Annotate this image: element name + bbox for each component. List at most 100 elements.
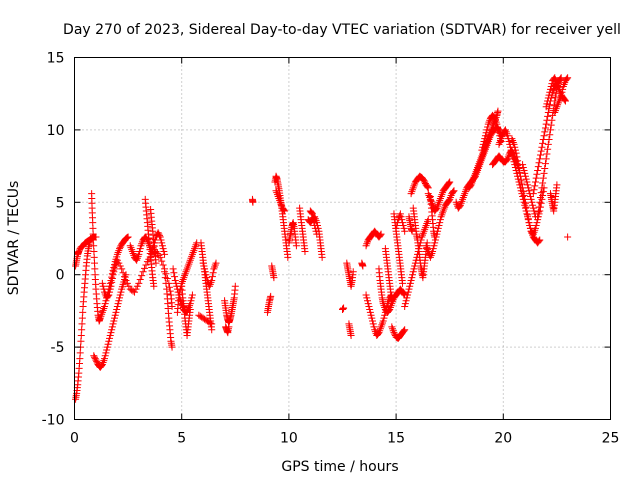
data-point-marker bbox=[536, 198, 544, 206]
data-point-marker bbox=[102, 349, 110, 357]
data-point-marker bbox=[91, 353, 99, 361]
data-point-marker bbox=[114, 300, 122, 308]
data-point-marker bbox=[311, 221, 319, 229]
data-point-marker bbox=[524, 215, 532, 223]
x-tick-label: 20 bbox=[494, 431, 512, 447]
data-point-marker bbox=[158, 257, 166, 265]
x-tick-label: 0 bbox=[70, 431, 79, 447]
data-point-marker bbox=[311, 224, 319, 232]
data-point-marker bbox=[249, 198, 257, 206]
data-point-marker bbox=[431, 233, 439, 241]
data-point-marker bbox=[556, 75, 564, 83]
data-point-marker bbox=[156, 232, 164, 240]
data-point-marker bbox=[136, 276, 144, 284]
data-point-marker bbox=[103, 343, 111, 351]
data-point-marker bbox=[544, 97, 552, 105]
y-tick-label: -5 bbox=[51, 340, 65, 356]
x-tick-label: 25 bbox=[602, 431, 620, 447]
data-point-marker bbox=[400, 290, 408, 298]
data-point-marker bbox=[429, 248, 437, 256]
data-point-marker bbox=[363, 294, 371, 302]
data-point-marker bbox=[534, 213, 542, 221]
data-point-marker bbox=[406, 279, 414, 287]
data-point-marker bbox=[154, 229, 162, 237]
data-point-marker bbox=[544, 109, 552, 117]
data-point-marker bbox=[545, 91, 553, 99]
data-point-marker bbox=[435, 221, 443, 229]
data-point-marker bbox=[510, 158, 518, 166]
data-point-marker bbox=[173, 285, 181, 293]
data-point-marker bbox=[75, 248, 83, 256]
data-point-marker bbox=[547, 121, 555, 129]
data-point-marker bbox=[511, 146, 519, 154]
data-point-marker bbox=[466, 182, 474, 190]
data-point-marker bbox=[122, 276, 130, 284]
data-point-marker bbox=[212, 259, 220, 267]
data-point-marker bbox=[520, 166, 528, 174]
data-point-marker bbox=[169, 265, 177, 273]
data-point-marker bbox=[519, 188, 527, 196]
data-point-marker bbox=[106, 285, 114, 293]
data-point-marker bbox=[563, 75, 571, 83]
data-point-marker bbox=[231, 282, 239, 290]
data-point-marker bbox=[281, 207, 289, 215]
data-point-marker bbox=[92, 356, 100, 364]
data-point-marker bbox=[208, 276, 216, 284]
data-point-marker bbox=[521, 172, 529, 180]
data-point-marker bbox=[481, 132, 489, 140]
data-point-marker bbox=[123, 279, 131, 287]
data-point-marker bbox=[132, 285, 140, 293]
data-point-marker bbox=[101, 352, 109, 360]
data-point-marker bbox=[170, 269, 178, 277]
data-point-marker bbox=[542, 155, 550, 163]
data-point-marker bbox=[398, 216, 406, 224]
y-axis-label: SDTVAR / TECUs bbox=[6, 181, 22, 296]
data-point-marker bbox=[168, 343, 176, 351]
data-point-marker bbox=[531, 210, 539, 218]
data-point-marker bbox=[520, 198, 528, 206]
data-point-marker bbox=[539, 139, 547, 147]
data-point-marker bbox=[481, 135, 489, 143]
data-point-marker bbox=[546, 126, 554, 134]
data-point-marker bbox=[511, 143, 519, 151]
data-point-marker bbox=[432, 205, 440, 213]
data-point-marker bbox=[116, 294, 124, 302]
data-point-marker bbox=[105, 337, 113, 345]
data-point-marker bbox=[541, 165, 549, 173]
data-point-marker bbox=[206, 319, 214, 327]
data-point-marker bbox=[113, 256, 121, 264]
data-point-marker bbox=[408, 274, 416, 282]
data-point-marker bbox=[541, 128, 549, 136]
data-point-marker bbox=[456, 202, 464, 210]
data-point-marker bbox=[160, 248, 168, 256]
data-point-marker bbox=[536, 151, 544, 159]
data-point-marker bbox=[521, 199, 529, 207]
data-point-marker bbox=[159, 261, 167, 269]
data-points bbox=[72, 74, 572, 403]
data-point-marker bbox=[369, 317, 377, 325]
data-point-marker bbox=[108, 326, 116, 334]
data-point-marker bbox=[208, 273, 216, 281]
x-axis-label: GPS time / hours bbox=[281, 459, 398, 475]
data-point-marker bbox=[138, 272, 146, 280]
data-point-marker bbox=[524, 181, 532, 189]
data-point-marker bbox=[161, 250, 169, 258]
data-point-marker bbox=[392, 224, 400, 232]
data-point-marker bbox=[200, 262, 208, 270]
data-point-marker bbox=[544, 94, 552, 102]
data-point-marker bbox=[101, 355, 109, 363]
data-point-marker bbox=[203, 274, 211, 282]
data-point-marker bbox=[534, 166, 542, 174]
data-point-marker bbox=[108, 275, 116, 283]
data-point-marker bbox=[436, 219, 444, 227]
data-point-marker bbox=[517, 176, 525, 184]
data-point-marker bbox=[484, 123, 492, 131]
data-point-marker bbox=[522, 203, 530, 211]
data-point-marker bbox=[561, 97, 569, 105]
data-point-marker bbox=[267, 292, 275, 300]
data-point-marker bbox=[546, 88, 554, 96]
data-point-marker bbox=[380, 314, 388, 322]
data-point-marker bbox=[118, 265, 126, 273]
data-point-marker bbox=[558, 88, 566, 96]
data-point-marker bbox=[199, 259, 207, 267]
